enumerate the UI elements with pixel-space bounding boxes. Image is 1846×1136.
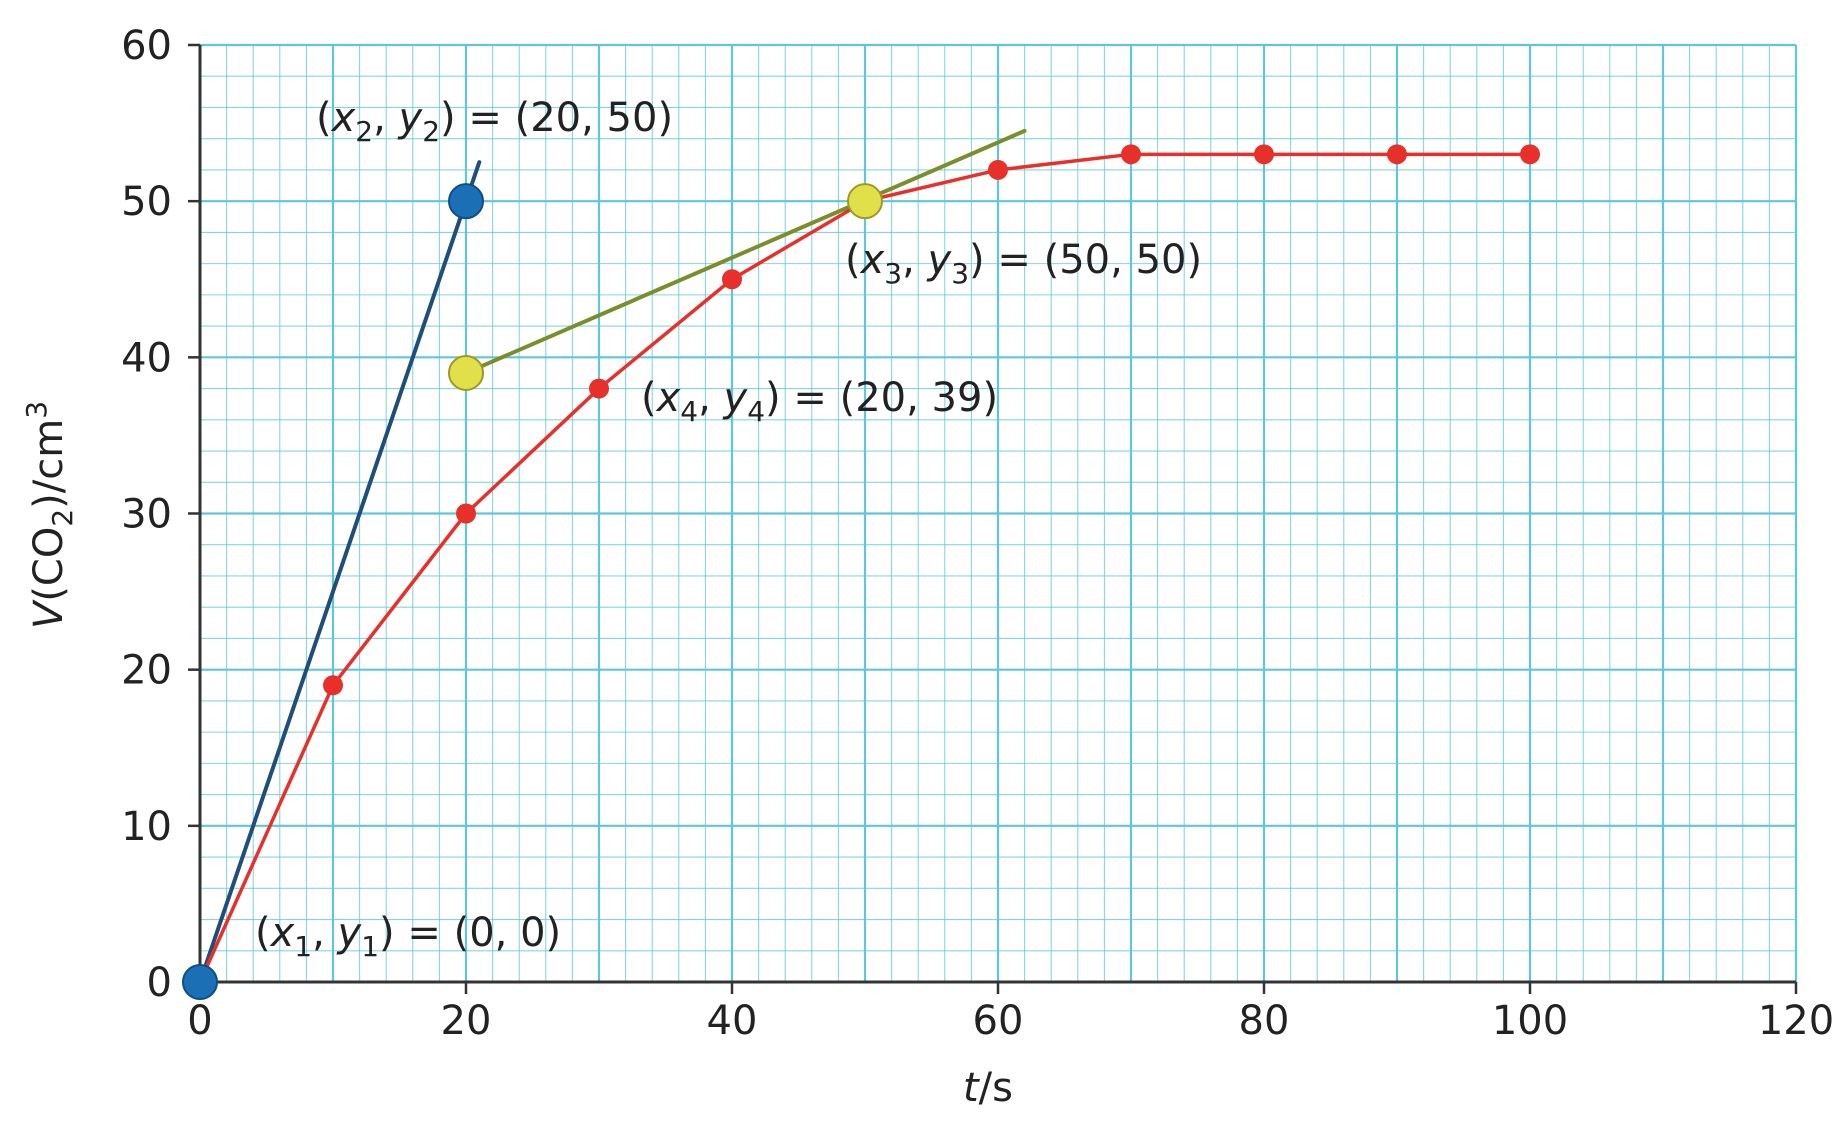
annotation-eq: ) = [765,375,840,421]
tangent-line [464,128,1027,375]
x-tick-label: 0 [187,998,212,1044]
annotation-value: (20, 39) [840,375,998,421]
x-tick-label: 80 [1239,998,1290,1044]
annotated-point [448,183,484,220]
data-point [722,269,742,290]
initial-tangent-line [198,160,482,984]
annotation-open: ( [316,95,332,141]
annotation-open: ( [255,910,271,956]
y-tick-label: 0 [147,960,172,1006]
annotated-point [847,183,883,220]
annotation-comma: , [698,375,723,421]
x-tick-label: 120 [1758,998,1834,1044]
y-axis-sup: 3 [20,401,53,419]
annotation-sub: 4 [680,395,698,428]
annotation-xvar: x [859,237,885,283]
annotation-yvar: y [927,237,953,283]
annotated-point [448,354,484,391]
annotation-label: (x2, y2) = (20, 50) [316,95,673,148]
annotation-value: (0, 0) [454,910,562,956]
tick-labels: 0 20 40 60 80 100 120 0 10 20 30 40 50 60 [121,23,1834,1044]
annotation-value: (50, 50) [1044,237,1202,283]
data-point [456,503,476,524]
annotation-label: (x1, y1) = (0, 0) [255,910,561,963]
annotation-xvar: x [269,910,295,956]
annotation-xvar: x [655,375,681,421]
annotation-eq: ) = [969,237,1044,283]
data-point [323,675,343,696]
annotations: (x1, y1) = (0, 0)(x2, y2) = (20, 50)(x3,… [182,95,1202,1000]
data-point [589,378,609,399]
y-tick-label: 60 [121,23,172,69]
annotation-sub: 2 [422,115,440,148]
data-point [1520,144,1540,165]
annotation-open: ( [845,237,861,283]
annotation-yvar: y [337,910,363,956]
annotation-comma: , [373,95,398,141]
annotation-value: (20, 50) [515,95,673,141]
x-tick-label: 40 [707,998,758,1044]
annotation-label: (x4, y4) = (20, 39) [641,375,998,428]
x-tick-label: 20 [441,998,492,1044]
y-tick-label: 40 [121,335,172,381]
annotation-xvar: x [330,95,356,141]
annotation-label: (x3, y3) = (50, 50) [845,237,1202,290]
x-axis-label: t/s [963,1065,1013,1111]
y-axis-unit: )/cm [26,419,72,509]
x-tick-label: 100 [1492,998,1568,1044]
annotation-sub: 2 [355,115,373,148]
annotated-point [182,964,218,1000]
tangent-lines [198,128,1027,984]
y-axis-sub: 2 [46,509,79,527]
annotation-eq: ) = [440,95,515,141]
y-tick-label: 20 [121,648,172,694]
y-tick-label: 10 [121,804,172,850]
data-point [1121,144,1141,165]
annotation-sub: 1 [361,930,379,963]
grid [198,43,1798,984]
y-axis-open: (CO [26,527,72,602]
data-point [988,159,1008,180]
annotation-sub: 3 [884,257,902,290]
annotation-comma: , [312,910,337,956]
x-axis-unit: /s [979,1065,1013,1111]
data-point [1254,144,1274,165]
x-axis-var: t [963,1065,980,1111]
annotation-sub: 4 [747,395,765,428]
annotation-comma: , [902,237,927,283]
annotation-yvar: y [398,95,424,141]
y-tick-label: 50 [121,179,172,225]
annotation-yvar: y [723,375,749,421]
x-tick-label: 60 [973,998,1024,1044]
y-axis-var: V [26,599,72,629]
annotation-sub: 1 [294,930,312,963]
y-axis-label: V(CO2)/cm3 [20,401,79,629]
annotation-open: ( [641,375,657,421]
y-tick-label: 30 [121,492,172,538]
annotation-sub: 3 [951,257,969,290]
annotation-eq: ) = [379,910,454,956]
data-point [1387,144,1407,165]
